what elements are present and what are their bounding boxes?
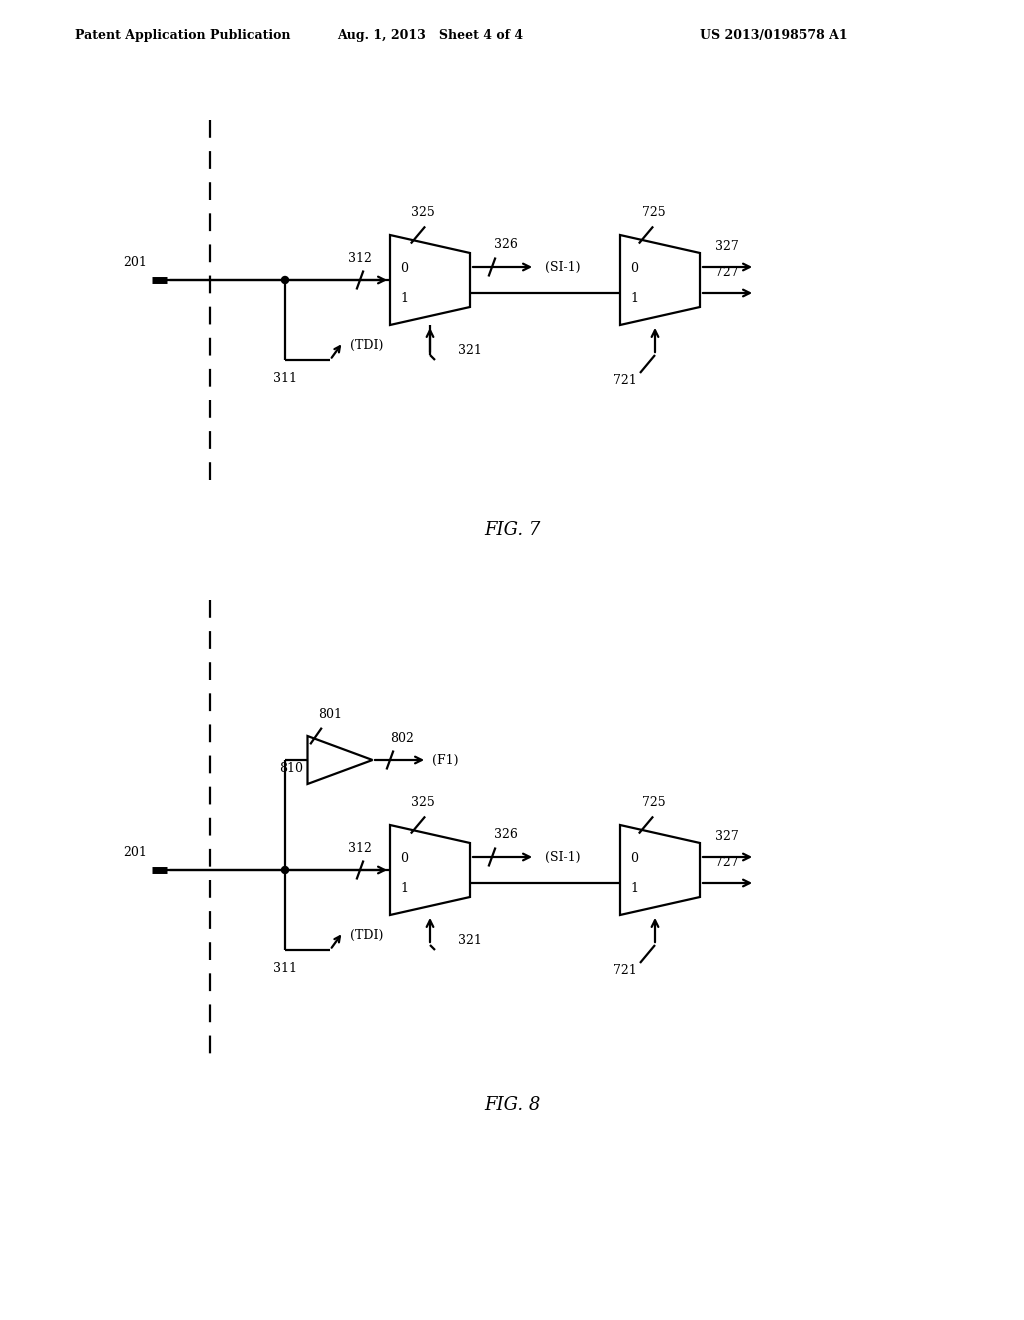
Text: (SI-1): (SI-1) bbox=[545, 850, 581, 863]
Text: 721: 721 bbox=[613, 374, 637, 387]
Text: Aug. 1, 2013   Sheet 4 of 4: Aug. 1, 2013 Sheet 4 of 4 bbox=[337, 29, 523, 41]
Text: 1: 1 bbox=[400, 882, 408, 895]
Text: 801: 801 bbox=[318, 708, 342, 721]
Text: 727: 727 bbox=[715, 857, 738, 870]
Text: 201: 201 bbox=[123, 256, 147, 268]
Text: 326: 326 bbox=[494, 239, 518, 252]
Text: 326: 326 bbox=[494, 829, 518, 842]
Text: 311: 311 bbox=[273, 371, 297, 384]
Text: 312: 312 bbox=[348, 842, 372, 854]
Circle shape bbox=[282, 866, 289, 874]
Text: 810: 810 bbox=[279, 762, 303, 775]
Text: 325: 325 bbox=[411, 206, 435, 219]
Text: Patent Application Publication: Patent Application Publication bbox=[75, 29, 291, 41]
Text: 0: 0 bbox=[400, 261, 408, 275]
Text: 321: 321 bbox=[458, 933, 482, 946]
Circle shape bbox=[282, 276, 289, 284]
Text: FIG. 8: FIG. 8 bbox=[483, 1096, 541, 1114]
Text: 321: 321 bbox=[458, 343, 482, 356]
Text: 0: 0 bbox=[400, 851, 408, 865]
Text: 325: 325 bbox=[411, 796, 435, 809]
Text: 0: 0 bbox=[630, 851, 638, 865]
Text: 1: 1 bbox=[630, 292, 638, 305]
Text: 725: 725 bbox=[642, 796, 666, 809]
Text: US 2013/0198578 A1: US 2013/0198578 A1 bbox=[700, 29, 848, 41]
Text: FIG. 7: FIG. 7 bbox=[483, 521, 541, 539]
Text: (F1): (F1) bbox=[432, 754, 459, 767]
Text: (SI-1): (SI-1) bbox=[545, 260, 581, 273]
Text: 1: 1 bbox=[400, 292, 408, 305]
Text: 1: 1 bbox=[630, 882, 638, 895]
Text: 727: 727 bbox=[715, 267, 738, 280]
Text: (TDI): (TDI) bbox=[350, 338, 383, 351]
Text: 0: 0 bbox=[630, 261, 638, 275]
Text: 312: 312 bbox=[348, 252, 372, 264]
Text: 802: 802 bbox=[390, 731, 414, 744]
Text: 721: 721 bbox=[613, 964, 637, 977]
Text: 201: 201 bbox=[123, 846, 147, 858]
Text: 327: 327 bbox=[715, 830, 738, 843]
Text: 311: 311 bbox=[273, 961, 297, 974]
Text: 725: 725 bbox=[642, 206, 666, 219]
Text: (TDI): (TDI) bbox=[350, 928, 383, 941]
Text: 327: 327 bbox=[715, 240, 738, 253]
